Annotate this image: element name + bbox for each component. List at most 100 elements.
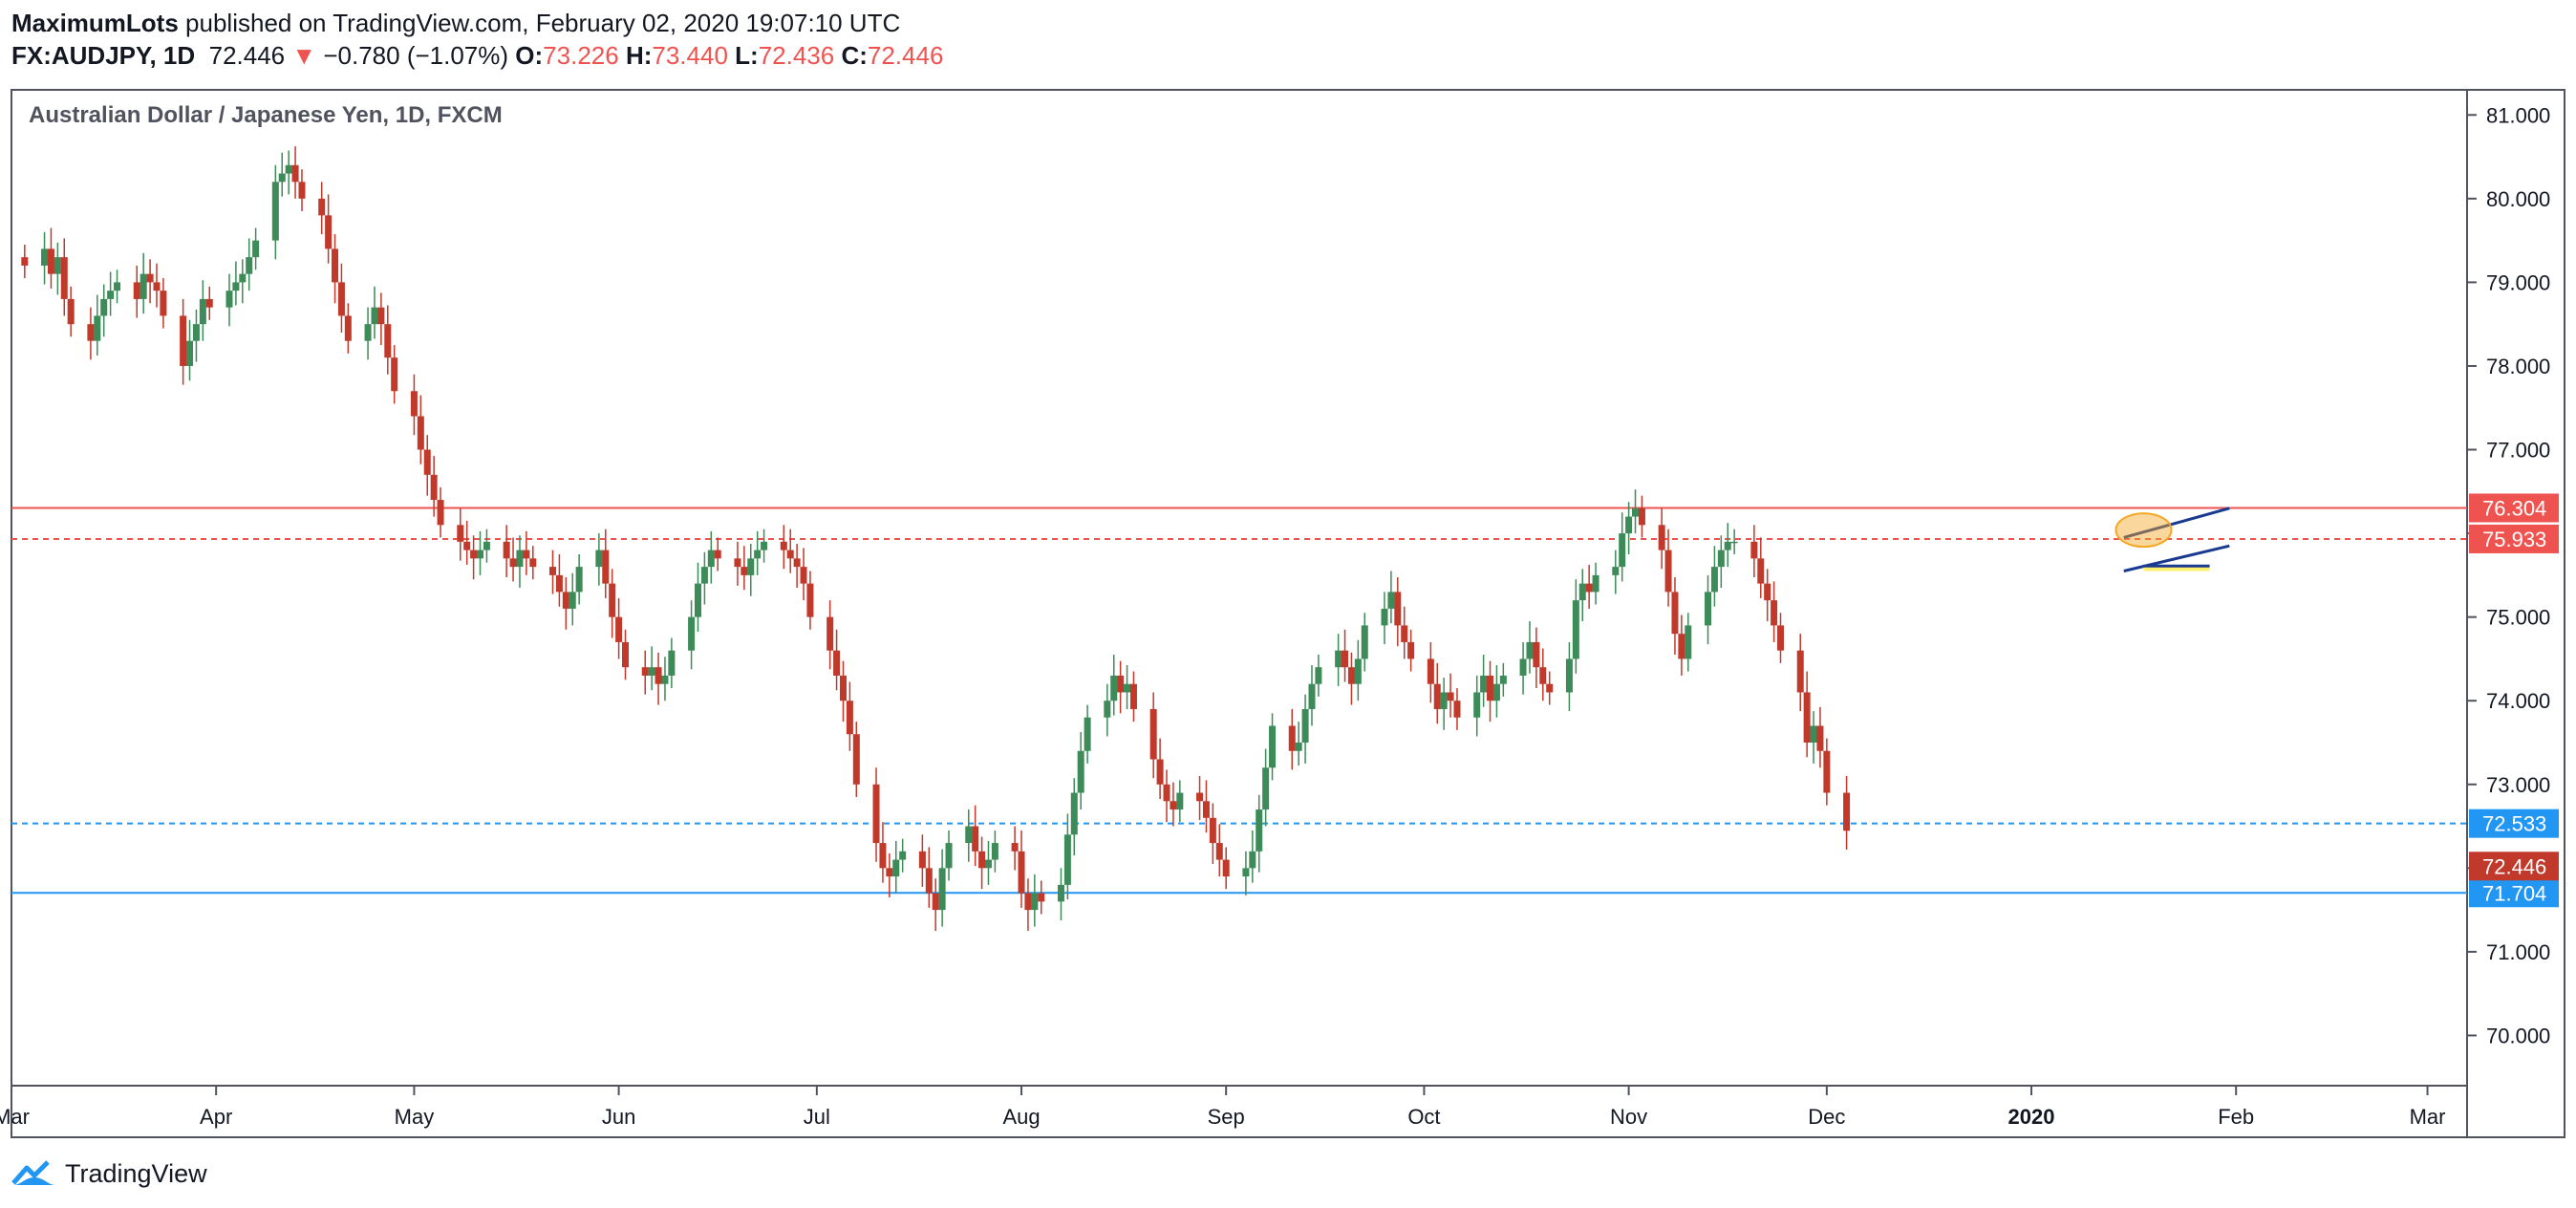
candle-down (978, 851, 986, 869)
candle-down (925, 868, 933, 894)
candle-down (391, 357, 398, 392)
price-tick-label: 81.000 (2486, 103, 2550, 127)
time-axis[interactable]: Mar Apr May Jun Jul Aug Sep Oct Nov Dec 2020 Feb Mar (0, 1086, 2445, 1129)
time-tick-label: Mar (2410, 1105, 2446, 1129)
candle-up (648, 667, 655, 676)
time-tick-label: Feb (2218, 1105, 2254, 1129)
candle-down (1149, 708, 1157, 760)
candle-up (1335, 650, 1342, 668)
time-tick-label: Mar (0, 1105, 30, 1129)
price-tick-label: 71.000 (2486, 940, 2550, 964)
horizontal-levels[interactable] (11, 507, 2467, 895)
candle-down (1202, 801, 1210, 818)
candle-down (1487, 675, 1494, 701)
candle-down (622, 641, 629, 668)
candle-down (655, 667, 662, 684)
candle-up (1381, 608, 1388, 626)
price-tick-label: 80.000 (2486, 187, 2550, 211)
candle-down (800, 567, 807, 584)
candle-up (1717, 550, 1725, 568)
candle-up (107, 291, 115, 299)
candle-up (991, 843, 998, 860)
candle-up (1354, 658, 1362, 684)
drawings[interactable] (2114, 507, 2230, 572)
candle-up (569, 592, 576, 609)
candle-down (298, 182, 306, 199)
time-tick-label: Nov (1610, 1105, 1647, 1129)
high-label: H: (625, 41, 653, 70)
candle-down (555, 574, 563, 593)
time-tick-label: Dec (1808, 1105, 1845, 1129)
candle-up (225, 291, 233, 308)
candle-up (1176, 792, 1184, 810)
candle-down (839, 675, 847, 701)
candle-down (1757, 558, 1765, 584)
candle-up (945, 843, 953, 869)
candle-down (1288, 725, 1296, 751)
candle-down (1546, 683, 1554, 693)
candle-down (160, 291, 167, 316)
candle-down (602, 550, 610, 584)
time-tick-label: Oct (1407, 1105, 1440, 1129)
candle-down (826, 616, 834, 651)
candle-up (1480, 675, 1488, 693)
candle-down (1427, 658, 1434, 684)
candle-up (1632, 507, 1640, 517)
author-name: MaximumLots (11, 9, 179, 37)
candle-up (1565, 658, 1573, 693)
candle-up (54, 257, 61, 274)
candle-down (879, 843, 887, 869)
candle-down (1750, 541, 1758, 559)
candle-down (1018, 851, 1025, 894)
candle-up (1104, 701, 1111, 718)
candle-up (1110, 675, 1118, 701)
price-tag (2469, 878, 2559, 908)
candle-up (1057, 884, 1064, 902)
candle-down (1823, 750, 1831, 793)
candle-up (1710, 567, 1718, 593)
candle-down (1038, 893, 1045, 902)
candle-up (41, 248, 49, 266)
symbol-label: FX:AUDJPY, 1D (11, 41, 196, 70)
candle-down (1024, 893, 1032, 911)
highlight-box (2143, 566, 2210, 572)
candle-up (239, 273, 247, 283)
price-tag-label: 71.704 (2482, 881, 2546, 905)
time-tick-label: Sep (1208, 1105, 1245, 1129)
price-tick-label: 78.000 (2486, 355, 2550, 378)
candle-down (1342, 650, 1349, 668)
price-tags: 76.304 75.933 72.533 71.704 72.446 (2469, 493, 2559, 908)
open-value: 73.226 (543, 41, 619, 70)
candle-down (734, 558, 741, 568)
candle-down (833, 650, 841, 676)
candle-up (1724, 541, 1731, 550)
price-tick-label: 79.000 (2486, 270, 2550, 294)
candle-up (483, 541, 490, 550)
price-tick-label: 77.000 (2486, 439, 2550, 463)
candle-down (1658, 525, 1665, 550)
candle-down (1215, 843, 1223, 860)
symbol-info: FX:AUDJPY, 1D 72.446 ▼ −0.780 (−1.07%) O… (11, 40, 943, 71)
candle-up (1077, 750, 1084, 793)
candle-up (1084, 717, 1091, 751)
candle-up (984, 859, 992, 869)
candle-up (1124, 683, 1131, 693)
footer-brand[interactable]: TradingView (11, 1154, 207, 1193)
candle-down (1394, 592, 1402, 626)
candle-down (1196, 792, 1204, 802)
candle-up (1249, 851, 1256, 869)
candle-down (1347, 667, 1355, 684)
candle-down (332, 248, 339, 283)
price-tag (2469, 852, 2559, 881)
candle-up (186, 340, 194, 366)
candle-down (1433, 683, 1441, 709)
candle-up (892, 859, 900, 877)
candle-down (509, 558, 517, 568)
trend-line (2123, 507, 2230, 539)
candle-up (1361, 625, 1368, 659)
low-label: L: (735, 41, 759, 70)
chart-title: Australian Dollar / Japanese Yen, 1D, FX… (29, 102, 503, 128)
candle-up (1295, 742, 1302, 751)
time-tick-label: 2020 (2008, 1105, 2055, 1129)
